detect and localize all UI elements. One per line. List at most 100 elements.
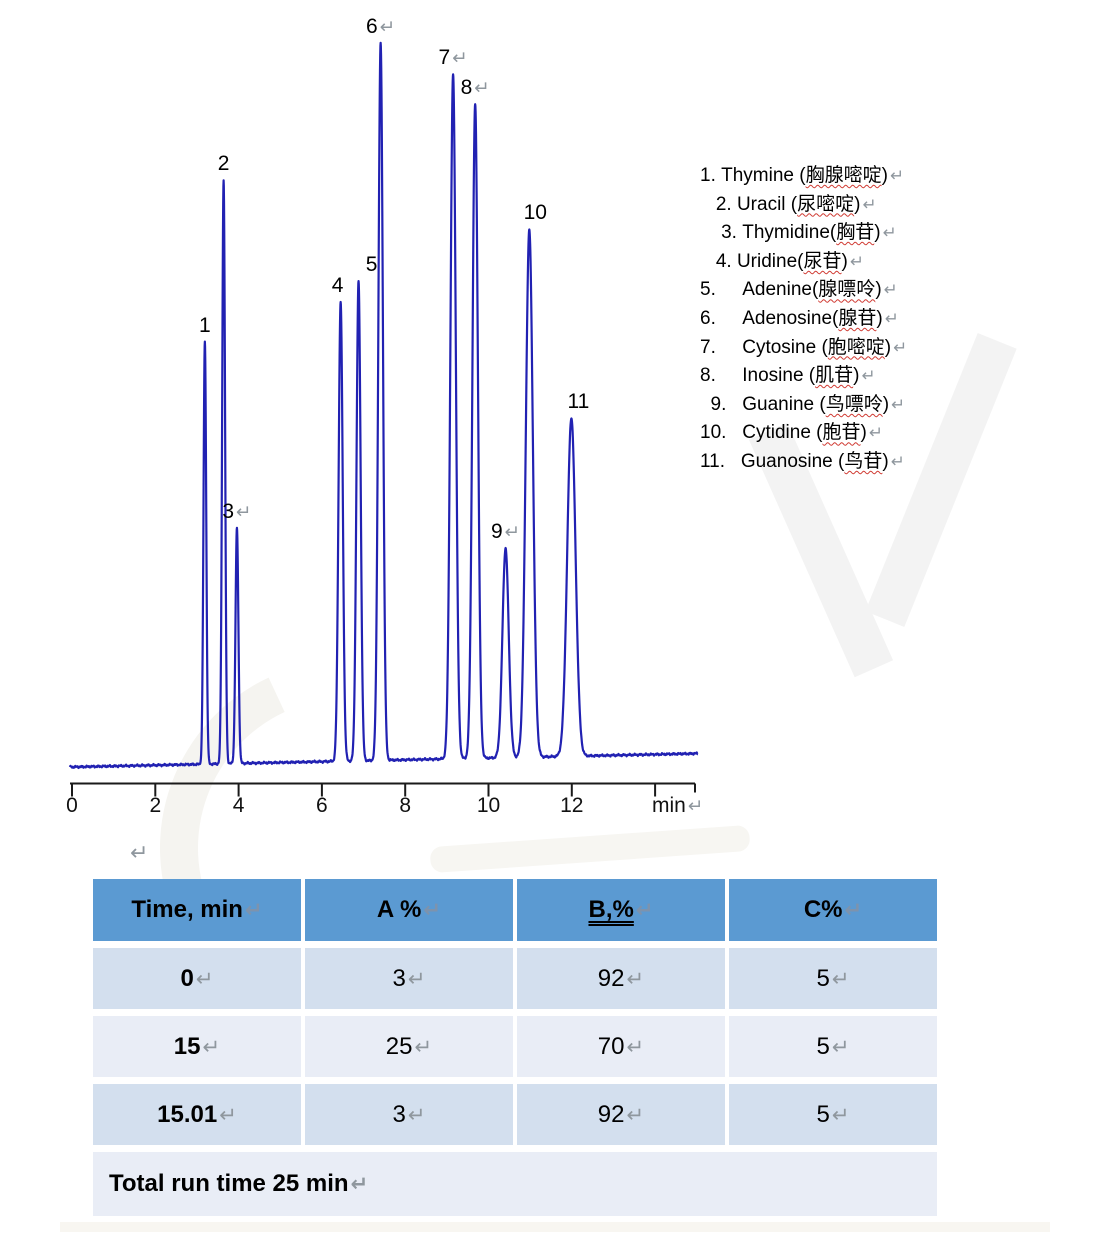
paragraph-mark: ↵ (635, 899, 654, 922)
legend-compound-en: 7. Cytosine ( (700, 336, 828, 358)
legend-compound-cn: 胞嘧啶 (827, 336, 885, 358)
paragraph-mark: ↵ (504, 520, 521, 542)
legend-compound-en: 10. Cytidine ( (700, 422, 823, 444)
legend-close-paren: ) (884, 336, 892, 358)
paragraph-mark: ↵ (423, 899, 442, 922)
paragraph-mark: ↵ (626, 1035, 645, 1059)
peak-label-2: 2 (218, 152, 230, 176)
paragraph-mark: ↵ (861, 366, 876, 386)
x-axis-tick-label: 6 (316, 794, 328, 817)
legend-item: 8. Inosine (肌苷) ↵ (700, 362, 907, 391)
legend-close-paren: ) (876, 307, 883, 329)
legend-item: 6. Adenosine(腺苷) ↵ (700, 305, 907, 334)
paragraph-mark: ↵ (831, 1103, 850, 1127)
table-cell-value: 3 (392, 1100, 406, 1128)
peak-label-7: 7 ↵ (439, 46, 468, 70)
table-header-cell: C% ↵ (729, 879, 937, 941)
table-cell-value: 70 (597, 1032, 625, 1060)
table-header-text: B,% (588, 896, 634, 923)
peak-number: 10 (523, 201, 547, 225)
legend-compound-en: 6. Adenosine( (700, 307, 839, 329)
watermark-stroke (60, 1222, 1050, 1232)
table-header-text: C% (803, 896, 843, 923)
legend-compound-cn: 尿苷 (803, 250, 842, 272)
table-cell: 3 ↵ (305, 948, 513, 1009)
legend-close-paren: ) (854, 193, 861, 215)
chromatogram (68, 41, 699, 797)
table-cell: 5 ↵ (729, 1016, 937, 1077)
table-cell: 5 ↵ (729, 1084, 937, 1145)
table-cell-value: 92 (597, 964, 625, 992)
legend-compound-en: 1. Thymine ( (700, 165, 806, 186)
peak-label-8: 8 ↵ (461, 76, 490, 100)
legend-item: 9. Guanine (鸟嘌呤) ↵ (700, 391, 907, 420)
paragraph-mark: ↵ (626, 967, 645, 991)
legend-compound-cn: 尿嘧啶 (797, 193, 855, 215)
peak-legend: 1. Thymine (胸腺嘧啶) ↵ 2. Uracil (尿嘧啶) ↵ 3. T… (700, 162, 907, 477)
legend-item: 3. Thymidine(胸苷) ↵ (700, 219, 907, 248)
paragraph-mark: ↵ (407, 967, 426, 991)
legend-compound-en: 11. Guanosine ( (700, 450, 845, 472)
paragraph-mark: ↵ (891, 394, 906, 414)
paragraph-mark: ↵ (195, 967, 214, 991)
x-axis-unit-label: min ↵ (652, 794, 703, 818)
legend-compound-cn: 鸟苷 (844, 450, 883, 472)
paragraph-mark: ↵ (219, 1103, 237, 1127)
paragraph-mark: ↵ (831, 967, 850, 991)
peak-number: 6 (366, 14, 378, 38)
peak-number: 11 (567, 390, 590, 414)
legend-close-paren: ) (882, 450, 889, 472)
paragraph-mark: ↵ (889, 166, 904, 185)
peak-label-5: 5 (366, 253, 378, 277)
table-cell-value: 15 (173, 1032, 201, 1060)
legend-item: 10. Cytidine (胞苷) ↵ (700, 419, 907, 448)
x-axis-unit-text: min (652, 794, 686, 817)
legend-compound-cn: 鸟嘌呤 (825, 393, 883, 415)
legend-compound-cn: 胸腺嘧啶 (805, 165, 882, 186)
table-header-text: Time, min (131, 896, 243, 923)
paragraph-mark: ↵ (849, 251, 864, 271)
paragraph-mark: ↵ (890, 451, 905, 471)
peak-number: 7 (438, 46, 451, 70)
paragraph-mark: ↵ (844, 899, 863, 922)
legend-compound-en: 2. Uracil ( (700, 193, 798, 215)
x-axis-tick-label: 2 (149, 794, 162, 817)
peak-label-3: 3 ↵ (222, 500, 251, 524)
paragraph-mark: ↵ (379, 15, 396, 37)
peak-number: 9 (490, 519, 503, 543)
paragraph-mark: ↵ (244, 899, 263, 922)
legend-close-paren: ) (841, 250, 848, 272)
legend-close-paren: ) (860, 422, 867, 444)
legend-compound-en: 5. Adenine( (700, 279, 819, 301)
table-cell-value: 5 (816, 964, 830, 992)
peak-number: 5 (365, 253, 378, 277)
paragraph-mark: ↵ (414, 1035, 433, 1059)
total-run-time-text: Total run time 25 min (109, 1170, 349, 1197)
paragraph-mark: ↵ (452, 47, 468, 69)
legend-compound-en: 4. Uridine( (700, 250, 804, 272)
x-axis-tick-label: 12 (560, 794, 584, 817)
paragraph-mark: ↵ (236, 500, 252, 522)
paragraph-mark: ↵ (474, 77, 490, 99)
legend-compound-cn: 肌苷 (815, 365, 854, 387)
legend-item: 5. Adenine(腺嘌呤) ↵ (700, 276, 907, 305)
x-axis-tick-label: 8 (399, 794, 412, 817)
table-cell: 0 ↵ (93, 948, 301, 1009)
table-cell-value: 3 (392, 964, 406, 992)
legend-compound-cn: 腺苷 (838, 307, 877, 329)
paragraph-mark: ↵ (883, 280, 898, 300)
paragraph-mark: ↵ (831, 1035, 850, 1059)
table-cell-value: 0 (180, 964, 194, 992)
legend-compound-cn: 腺嘌呤 (818, 279, 876, 301)
table-header-text: A % (376, 896, 422, 923)
legend-item: 2. Uracil (尿嘧啶) ↵ (700, 191, 907, 220)
peak-number: 2 (217, 152, 230, 176)
peak-number: 3 (222, 499, 235, 523)
table-cell-value: 5 (816, 1032, 830, 1060)
table-header-cell: Time, min ↵ (93, 879, 301, 941)
legend-close-paren: ) (874, 222, 881, 244)
legend-close-paren: ) (853, 365, 860, 387)
paragraph-mark: ↵ (626, 1103, 645, 1127)
table-cell: 70 ↵ (517, 1016, 725, 1077)
table-header-cell: A % ↵ (305, 879, 513, 941)
